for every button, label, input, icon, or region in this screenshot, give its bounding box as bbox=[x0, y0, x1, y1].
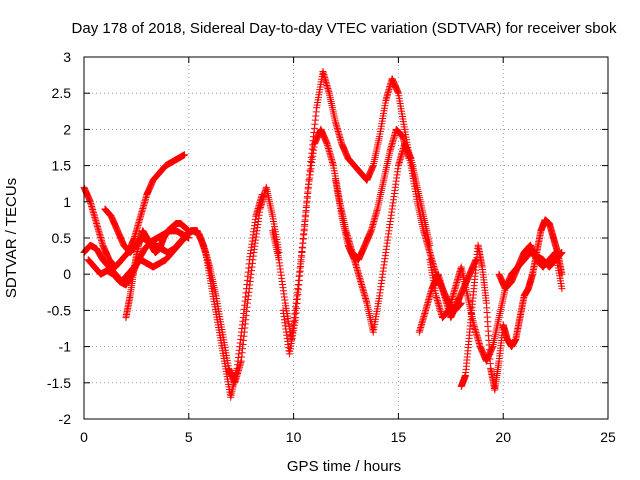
axis-ticks bbox=[83, 56, 609, 420]
data-point bbox=[558, 285, 566, 293]
data-point bbox=[426, 241, 434, 249]
y-tick-label: 0.5 bbox=[52, 230, 72, 246]
y-tick-label: -1.5 bbox=[47, 375, 71, 391]
y-tick-label: -0.5 bbox=[47, 302, 71, 318]
y-tick-label: -1 bbox=[59, 339, 72, 355]
x-axis-label: GPS time / hours bbox=[287, 458, 401, 475]
chart-title: Day 178 of 2018, Sidereal Day-to-day VTE… bbox=[72, 20, 617, 37]
y-tick-label: 3 bbox=[63, 49, 71, 65]
series-trace-11 bbox=[495, 241, 566, 293]
x-tick-label: 15 bbox=[391, 429, 407, 445]
data-point bbox=[258, 191, 266, 199]
series-trace-2 bbox=[80, 151, 189, 271]
x-tick-label: 10 bbox=[286, 429, 302, 445]
y-tick-label: 0 bbox=[63, 266, 71, 282]
y-tick-label: 1.5 bbox=[52, 158, 72, 174]
y-tick-label: 2.5 bbox=[52, 85, 72, 101]
x-tick-label: 25 bbox=[600, 429, 616, 445]
series-trace-7 bbox=[279, 125, 413, 358]
x-tick-label: 20 bbox=[495, 429, 511, 445]
x-tick-label: 5 bbox=[185, 429, 193, 445]
tick-labels: 0 5 10 15 20 25 -2 -1.5 -1 -0.5 0 0.5 1 1.5 2 2.5 3 bbox=[47, 49, 616, 445]
data-point bbox=[185, 227, 193, 235]
y-tick-label: -2 bbox=[59, 411, 72, 427]
data-point bbox=[472, 256, 480, 264]
series-trace-5 bbox=[122, 220, 193, 322]
data-points bbox=[80, 67, 566, 401]
data-point bbox=[181, 151, 189, 159]
y-tick-label: 2 bbox=[63, 121, 71, 137]
series-trace-12 bbox=[415, 256, 480, 336]
y-axis-label: SDTVAR / TECUs bbox=[3, 178, 20, 298]
series-trace-10 bbox=[457, 216, 566, 394]
y-tick-label: 1 bbox=[63, 194, 71, 210]
x-tick-label: 0 bbox=[80, 429, 88, 445]
data-point bbox=[185, 234, 193, 242]
series-trace-3 bbox=[101, 191, 266, 401]
series-trace-8 bbox=[332, 140, 434, 336]
